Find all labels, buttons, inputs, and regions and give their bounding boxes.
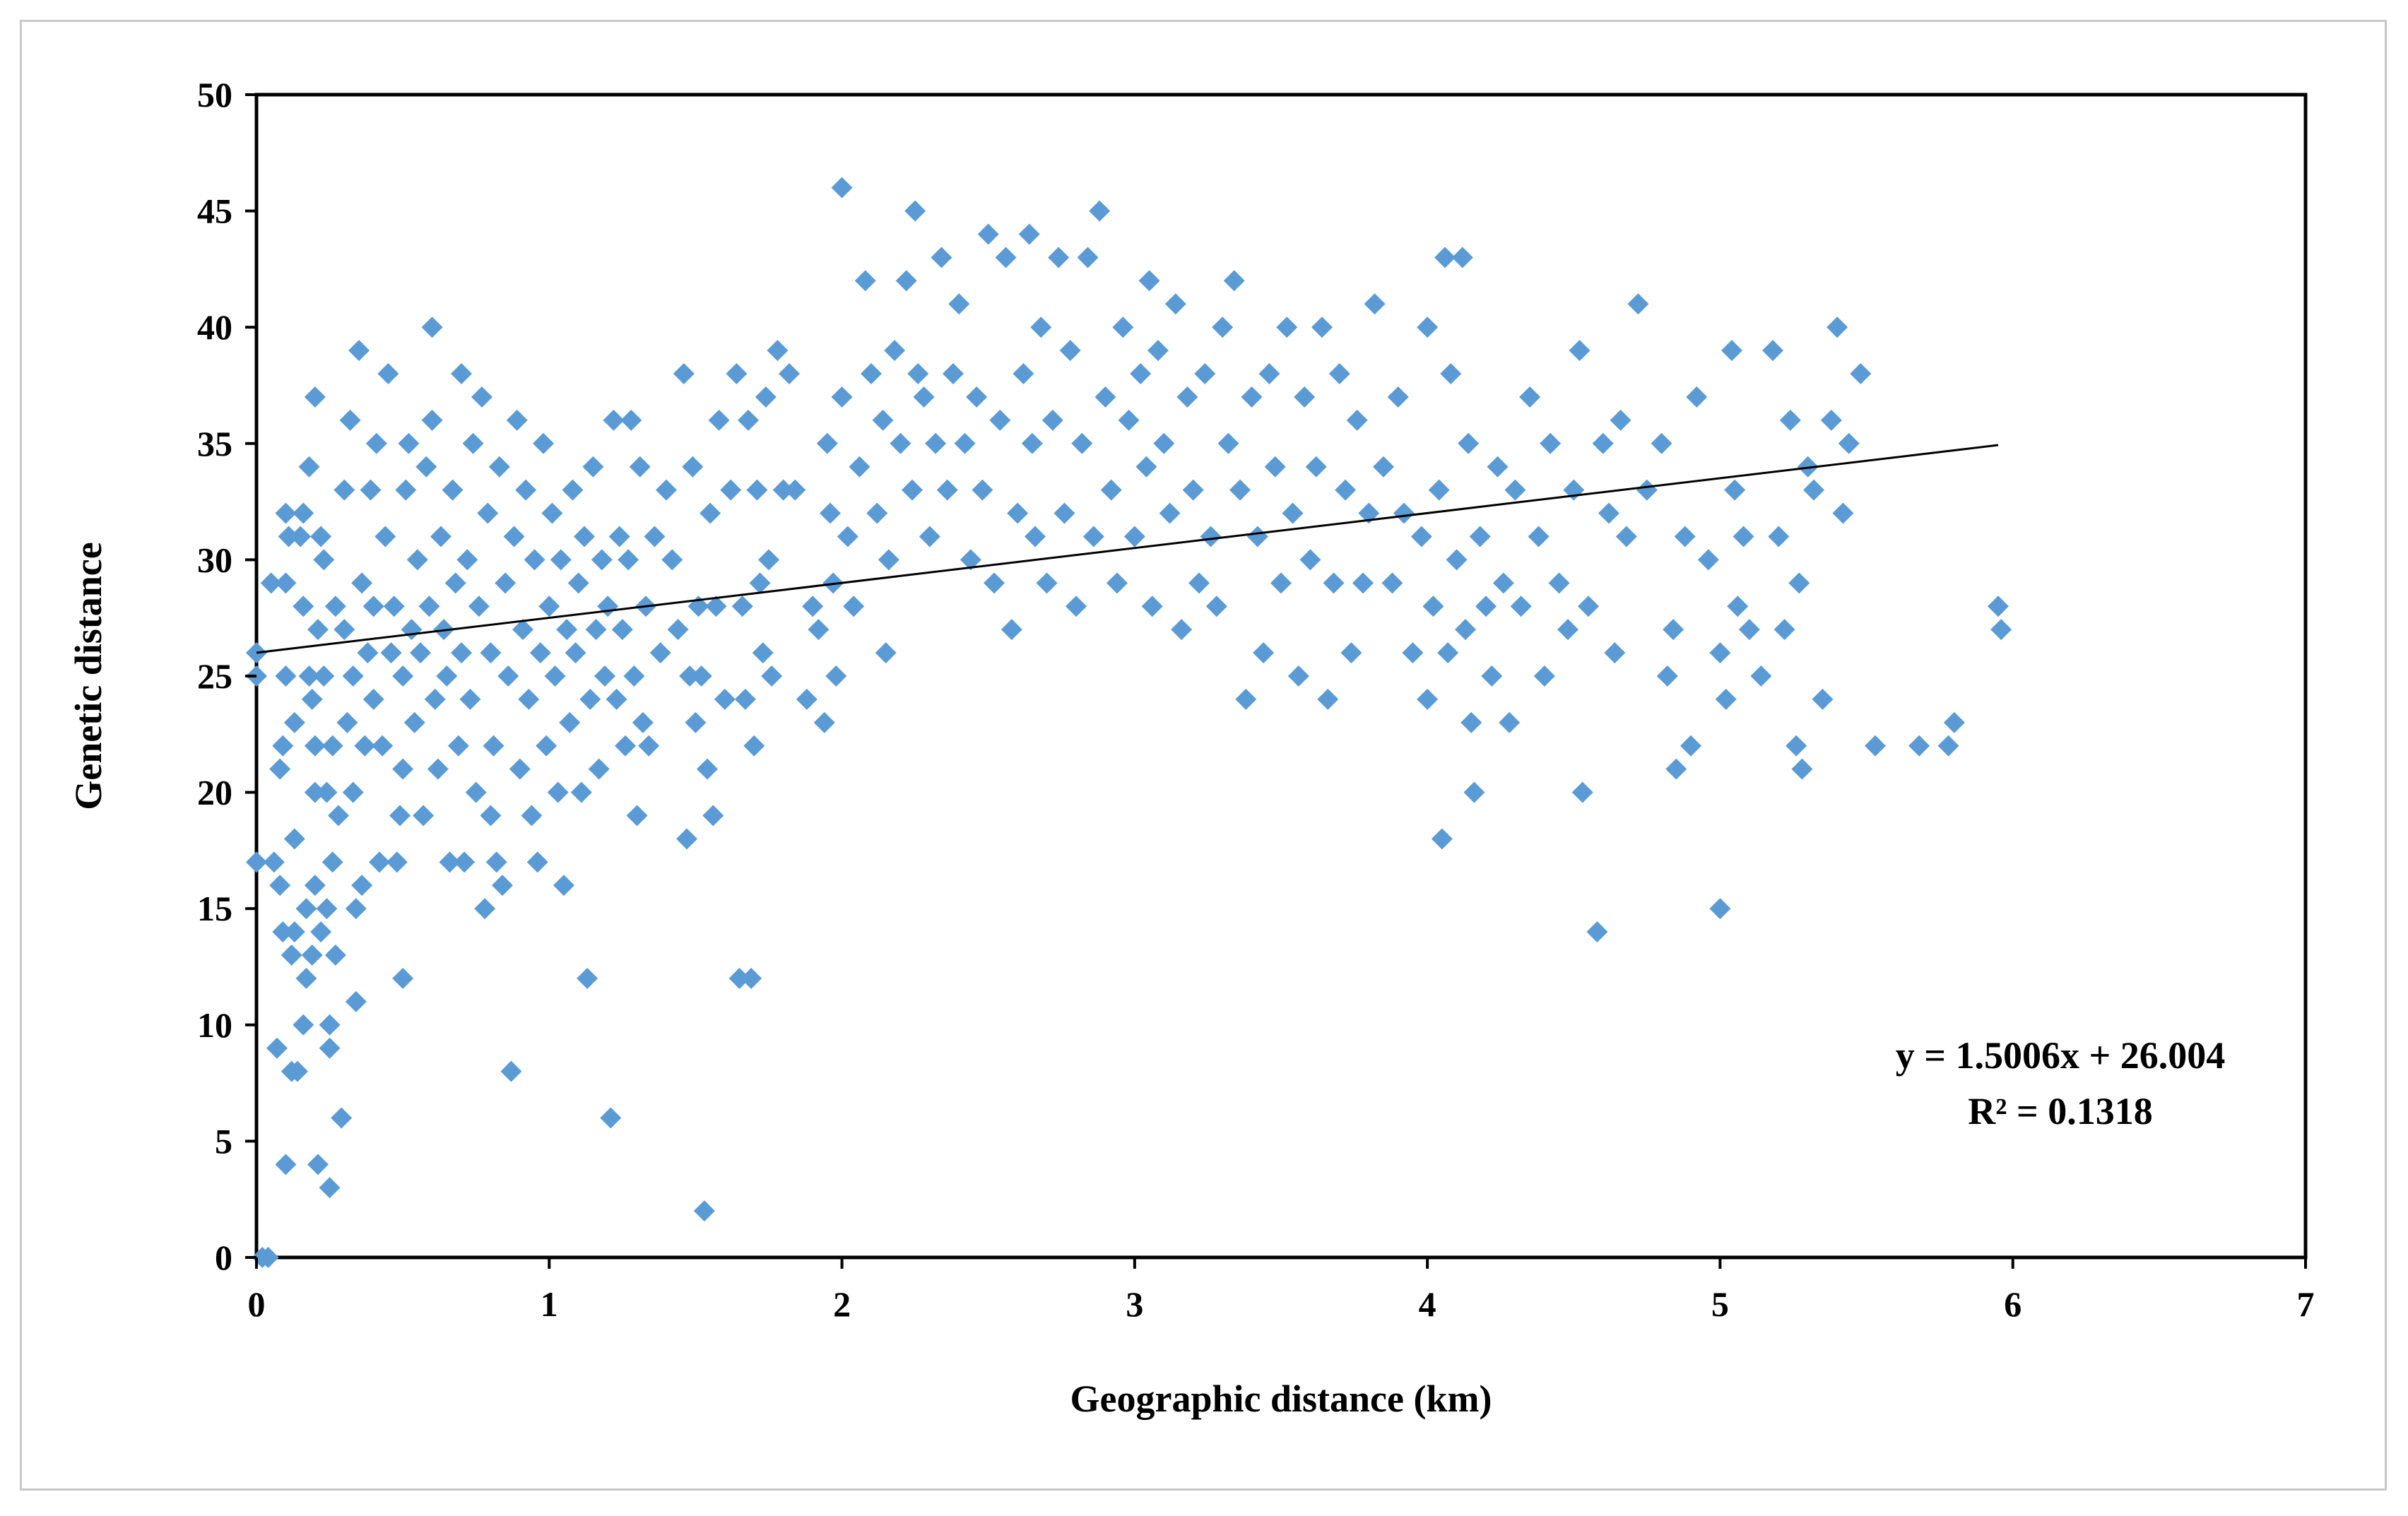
- x-tick-label: 6: [2004, 1284, 2022, 1324]
- trendline: [256, 444, 1999, 654]
- y-axis-title: Genetic distance: [67, 542, 110, 810]
- x-axis-title: Geographic distance (km): [1070, 1378, 1492, 1420]
- x-tick-label: 1: [541, 1284, 558, 1324]
- y-tick-label: 30: [197, 540, 232, 579]
- x-tick-label: 2: [833, 1284, 851, 1324]
- x-tick-label: 3: [1126, 1284, 1143, 1324]
- r-squared-label: R² = 0.1318: [1968, 1090, 2152, 1132]
- y-tick-label: 35: [197, 424, 232, 463]
- y-tick-label: 45: [197, 191, 232, 231]
- x-tick-label: 7: [2297, 1284, 2315, 1324]
- y-tick-label: 0: [215, 1238, 232, 1277]
- x-axis-ticks: 0 1 2 3 4 5 6 7: [248, 1257, 2315, 1324]
- y-tick-label: 50: [197, 75, 232, 114]
- x-tick-label: 0: [248, 1284, 266, 1324]
- trendline-equation: y = 1.5006x + 26.004: [1896, 1034, 2226, 1077]
- y-tick-label: 20: [197, 773, 232, 812]
- y-tick-label: 5: [215, 1121, 232, 1161]
- y-tick-label: 40: [197, 307, 232, 347]
- x-tick-label: 5: [1711, 1284, 1729, 1324]
- y-tick-label: 15: [197, 889, 232, 928]
- x-tick-label: 4: [1419, 1284, 1436, 1324]
- y-axis-ticks: 0 5 10 15 20 25 30 35 40 45 50: [197, 75, 256, 1277]
- y-tick-label: 10: [197, 1005, 232, 1045]
- y-tick-label: 25: [197, 656, 232, 696]
